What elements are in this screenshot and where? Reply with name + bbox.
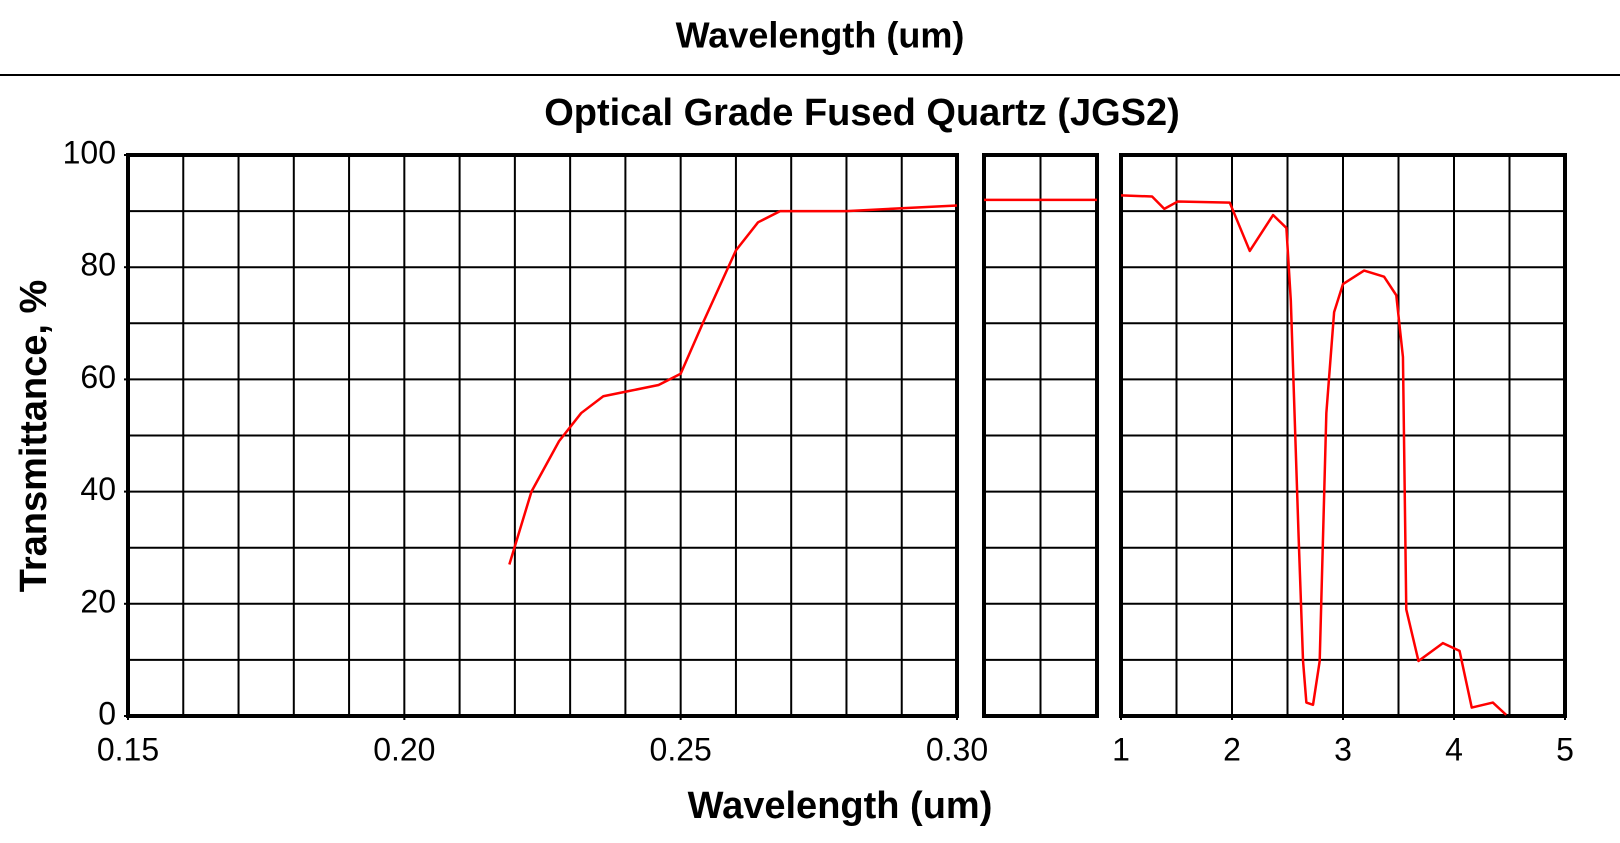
- plot-frame: [126, 153, 959, 718]
- x-tick-label: 0.20: [373, 731, 435, 767]
- y-tick-label: 40: [80, 471, 116, 507]
- x-tick-label: 0.15: [97, 731, 159, 767]
- y-tick-label: 60: [80, 359, 116, 395]
- header: Wavelength (um): [676, 15, 965, 56]
- y-tick-label: 80: [80, 247, 116, 283]
- y-axis-title: Transmittance, %: [13, 280, 55, 593]
- x-tick-label: 3: [1334, 731, 1352, 767]
- y-tick-label: 20: [80, 583, 116, 619]
- x-tick-label: 2: [1223, 731, 1241, 767]
- plot-frame: [982, 153, 1099, 718]
- y-tick-label: 0: [98, 695, 116, 731]
- chart-title: Optical Grade Fused Quartz (JGS2): [544, 92, 1180, 134]
- x-tick-label: 4: [1445, 731, 1463, 767]
- data-line: [508, 204, 958, 565]
- x-tick-label: 0.30: [926, 731, 988, 767]
- x-tick-label: 1: [1112, 731, 1130, 767]
- y-tick-label: 100: [63, 134, 116, 170]
- x-tick-label: 5: [1556, 731, 1574, 767]
- x-axis-title: Wavelength (um): [688, 785, 993, 827]
- x-tick-label: 0.25: [650, 731, 712, 767]
- data-line: [1120, 194, 1508, 716]
